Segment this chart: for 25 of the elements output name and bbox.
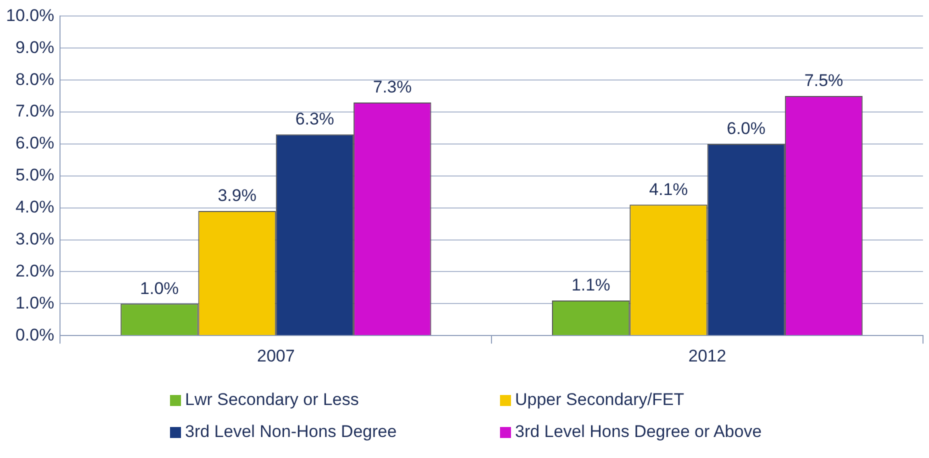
data-label: 7.3%	[373, 78, 412, 97]
data-label: 3.9%	[218, 186, 256, 206]
y-tick-label: 6.0%	[15, 134, 54, 153]
y-tick-label: 5.0%	[15, 166, 54, 185]
y-tick-label: 10.0%	[6, 6, 54, 25]
data-label: 4.1%	[649, 180, 688, 199]
legend-label: 3rd Level Non-Hons Degree	[185, 422, 397, 442]
y-tick-label: 7.0%	[15, 102, 54, 121]
data-label: 1.1%	[571, 276, 610, 295]
data-label: 6.3%	[295, 110, 334, 129]
y-tick-label: 4.0%	[15, 198, 54, 217]
legend-label: Upper Secondary/FET	[515, 390, 684, 410]
y-tick-label: 1.0%	[15, 293, 54, 312]
y-tick-label: 2.0%	[15, 261, 54, 280]
x-tick-label: 2012	[688, 346, 726, 366]
data-label: 7.5%	[804, 71, 844, 90]
data-label: 6.0%	[726, 119, 766, 138]
legend-label: Lwr Secondary or Less	[185, 390, 359, 410]
y-tick-label: 9.0%	[15, 38, 54, 57]
x-tick-label: 2007	[256, 346, 295, 366]
legend-label: 3rd Level Hons Degree or Above	[515, 422, 762, 442]
y-tick-label: 0.0%	[15, 325, 54, 344]
y-tick-label: 3.0%	[15, 229, 54, 248]
y-tick-label: 8.0%	[15, 70, 54, 89]
data-label: 1.0%	[140, 278, 179, 298]
